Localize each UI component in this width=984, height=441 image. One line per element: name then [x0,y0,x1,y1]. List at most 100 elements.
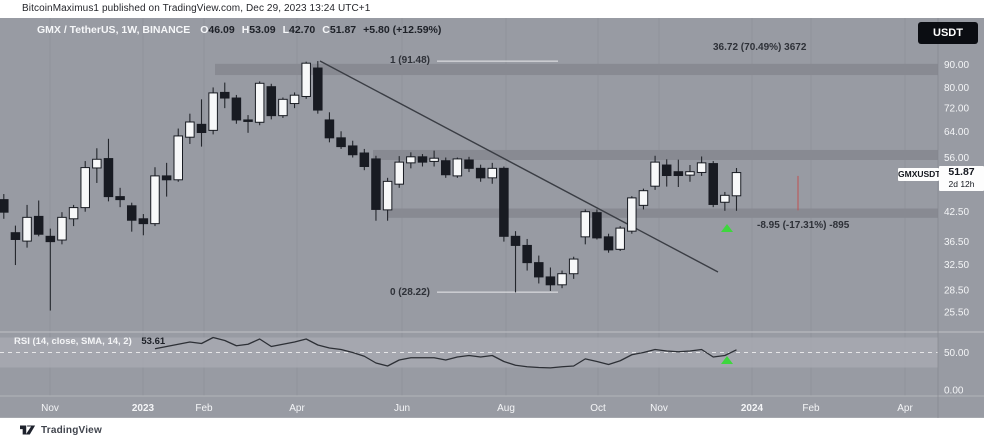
candle-down [522,244,532,264]
price-tick-label[interactable]: 25.50 [944,308,969,319]
candle-down [10,232,21,240]
candle-up [452,158,463,177]
green-up-arrow-icon [721,356,733,364]
candle-down [661,164,672,177]
price-tick-label[interactable]: 42.50 [944,207,969,218]
legend-high-value: 53.09 [249,24,276,36]
time-tick-label[interactable]: Feb [802,403,820,414]
rsi-tick-label[interactable]: 50.00 [944,348,969,359]
legend-low-value: 42.70 [289,24,316,36]
rsi-line [154,336,737,369]
candle-up [278,98,288,117]
candle-up [173,135,183,181]
legend-open-value: 46.09 [208,24,235,36]
time-tick-label[interactable]: Oct [590,403,606,414]
time-tick-label[interactable]: Nov [650,403,668,414]
candle-down [33,215,44,235]
price-tick-label[interactable]: 90.00 [944,60,969,71]
candle-down [324,119,335,139]
price-tick-label[interactable]: 56.00 [944,153,969,164]
candle-down [464,159,474,169]
candle-up [394,161,404,185]
time-tick-label[interactable]: Feb [195,403,213,414]
rsi-band [0,337,938,368]
candle-up [696,162,707,173]
candle-down [161,175,172,181]
candle-down [138,218,149,225]
candle-up [150,175,160,225]
symbol-legend: GMX / TetherUS, 1W, BINANCE O46.09 H53.09 L… [37,24,441,36]
candle-down [220,91,230,99]
candle-down [475,167,486,179]
descending-trendline [319,60,719,273]
attribution-bar: BitcoinMaximus1 published on TradingView… [0,0,984,18]
candle-down [708,163,718,205]
rsi-value: 53.61 [141,336,166,347]
price-tick-label[interactable]: 72.00 [944,104,969,115]
symbol-price-tag: GMXUSDT [898,168,941,181]
time-tick-label[interactable]: Jun [394,403,410,414]
legend-change: +5.80 (+12.59%) [363,24,442,36]
price-tick-label[interactable]: 64.00 [944,127,969,138]
candle-up [80,167,90,209]
candle-down [45,235,56,243]
candle-up [22,216,32,242]
candle-down [0,199,9,213]
candle-down [347,145,358,156]
candle-down [243,119,253,122]
candle-up [731,172,742,197]
tradingview-logo-icon [20,425,36,435]
candle-up [557,273,567,286]
footer-bar: TradingView [0,418,984,441]
legend-high-label: H [241,24,250,36]
rsi-tick-label[interactable]: 0.00 [944,386,964,397]
time-tick-label[interactable]: 2024 [741,403,764,414]
candle-up [615,227,625,250]
candle-down [592,212,602,239]
candle-up [487,167,498,179]
candle-down [603,236,614,251]
candle-up [208,92,218,131]
bar-countdown: 2d 12h [948,179,975,189]
time-tick-label[interactable]: Apr [897,403,913,414]
price-tick-label[interactable]: 80.00 [944,83,969,94]
candle-up [289,94,300,105]
time-tick-label[interactable]: 2023 [132,403,155,414]
price-range-up-label: 36.72 (70.49%) 3672 [713,42,807,53]
price-tick-label[interactable]: 28.50 [944,286,969,297]
legend-symbol: GMX / TetherUS, 1W, BINANCE [37,24,191,36]
candle-down [371,158,381,210]
candle-down [499,167,509,237]
last-price-value: 51.87 [948,166,975,178]
candle-down [359,152,370,167]
candle-down [231,97,242,121]
candle-down [266,86,277,117]
candle-up [638,190,649,206]
candle-up [301,62,311,97]
candle-down [534,262,544,278]
candle-down [103,158,114,198]
candle-up [429,157,439,162]
candle-down [313,67,323,111]
tradingview-brand-text: TradingView [41,424,102,436]
candle-down [336,137,346,148]
legend-open-label: O [200,24,209,36]
candle-up [57,216,67,241]
green-up-arrow-icon [721,224,733,232]
candle-up [185,121,195,138]
candle-up [627,197,637,232]
price-axis-area[interactable] [938,18,984,418]
price-range-down-label: -8.95 (-17.31%) -895 [757,220,850,231]
time-tick-label[interactable]: Aug [497,403,515,414]
tradingview-brand-link[interactable]: TradingView [20,424,102,436]
time-tick-label[interactable]: Apr [289,403,305,414]
price-tick-label[interactable]: 36.50 [944,237,969,248]
price-tick-label[interactable]: 32.50 [944,260,969,271]
time-tick-label[interactable]: Nov [41,403,59,414]
candle-down [196,123,207,134]
candle-down [673,171,684,177]
candle-up [650,161,660,187]
currency-usdt-button[interactable]: USDT [918,22,978,44]
